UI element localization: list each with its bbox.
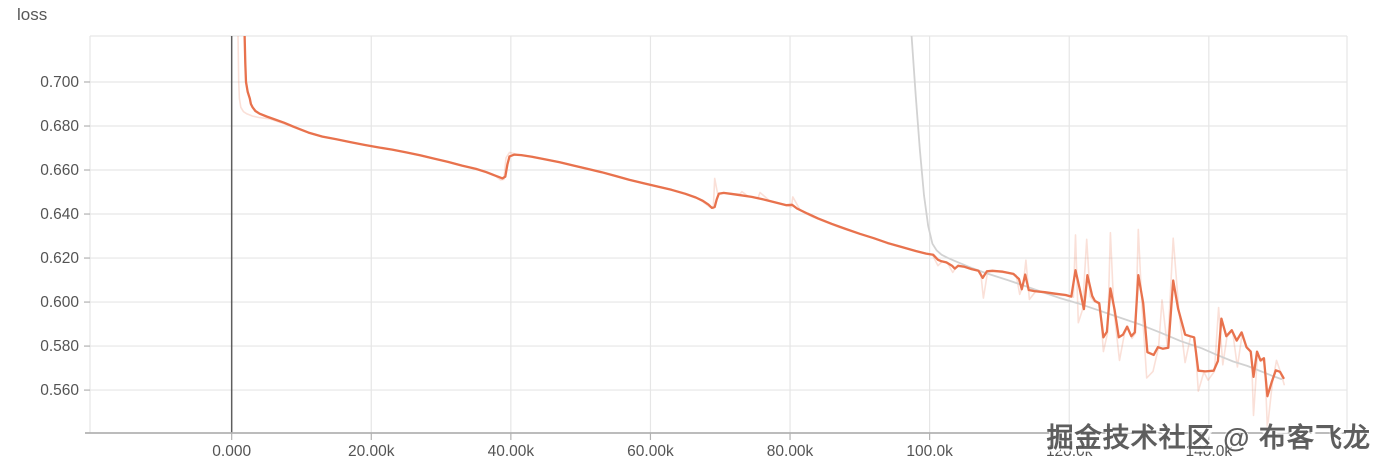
x-tick-label: 120.0k bbox=[1046, 443, 1093, 460]
series-orange-run-smoothed[interactable] bbox=[243, 35, 1285, 398]
x-tick-label: 20.00k bbox=[348, 443, 395, 460]
x-tick-label: 40.00k bbox=[488, 443, 535, 460]
series-orange-run-raw[interactable] bbox=[237, 35, 1285, 430]
y-tick-label: 0.600 bbox=[40, 294, 79, 311]
series-gray-run[interactable] bbox=[910, 35, 1283, 380]
y-tick-label: 0.620 bbox=[40, 250, 79, 267]
y-tick-label: 0.640 bbox=[40, 206, 79, 223]
y-tick-label: 0.700 bbox=[40, 74, 79, 91]
x-tick-label: 100.0k bbox=[906, 443, 953, 460]
x-tick-label: 80.00k bbox=[767, 443, 814, 460]
y-tick-label: 0.680 bbox=[40, 118, 79, 135]
watermark-text: 掘金技术社区 @ 布客飞龙 bbox=[1046, 423, 1371, 453]
y-tick-label: 0.580 bbox=[40, 338, 79, 355]
y-tick-label: 0.660 bbox=[40, 162, 79, 179]
x-tick-label: 60.00k bbox=[627, 443, 674, 460]
x-tick-label: 140.0k bbox=[1186, 443, 1233, 460]
chart-title: loss bbox=[17, 5, 48, 24]
y-tick-label: 0.560 bbox=[40, 382, 79, 399]
x-tick-label: 0.000 bbox=[212, 443, 251, 460]
